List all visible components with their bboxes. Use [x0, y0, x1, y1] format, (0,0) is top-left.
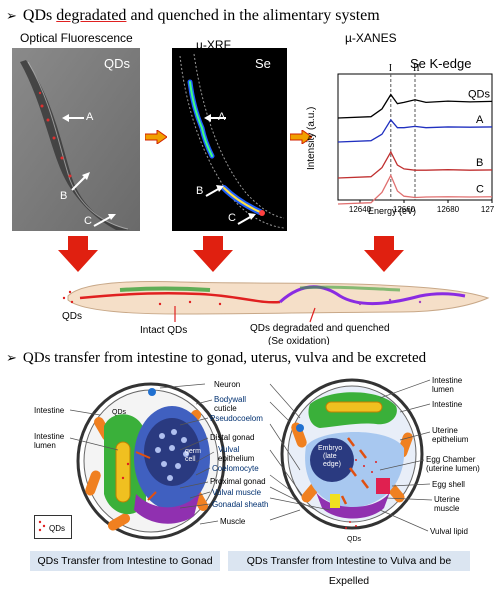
- xanes-xtick-label: 12700: [481, 205, 494, 214]
- xanes-series-line: [337, 150, 493, 179]
- xrf-map-image: [172, 48, 287, 231]
- xanes-xlabel: Energy (eV): [368, 206, 417, 216]
- label-uterine-muscle-2: muscle: [434, 504, 460, 513]
- optical-label-c: C: [84, 215, 92, 227]
- embryo-label-2: (late: [323, 453, 337, 460]
- label-vulval-muscle: Vulval muscle: [212, 488, 262, 497]
- label-neuron: Neuron: [214, 380, 241, 389]
- right-arrow-icon: [145, 130, 167, 144]
- legend-qds-label: QDs: [49, 524, 65, 533]
- optical-label-a: A: [86, 111, 94, 123]
- xrf-label-b: B: [196, 185, 204, 197]
- intestine-label: Intestine: [34, 406, 65, 415]
- label-pseudocoelom: Pseudocoelom: [210, 414, 263, 423]
- label-distal-gonad: Distal gonad: [210, 433, 255, 442]
- label-bodywall: Bodywall: [214, 395, 247, 404]
- label-uterine-lumen: (uterine lumen): [426, 464, 480, 473]
- label-gonadal-sheath: Gonadal sheath: [212, 500, 269, 509]
- xanes-series-label: B: [476, 157, 483, 169]
- embryo-label-3: edge): [323, 461, 341, 468]
- down-arrow-icon: [364, 236, 404, 272]
- label-proximal-gonad: Proximal gonad: [210, 477, 266, 486]
- label-uterine-epithelium: epithelium: [432, 435, 469, 444]
- xrf-label-c: C: [228, 212, 236, 224]
- bullet-arrow-icon: ➢: [6, 8, 17, 23]
- xrf-tag: Se: [255, 56, 271, 71]
- xanes-series-line: [337, 93, 493, 119]
- label-egg-shell: Egg shell: [432, 480, 465, 489]
- down-arrow-icon: [58, 236, 98, 272]
- xanes-edge-label: Se K-edge: [410, 56, 472, 71]
- worm-illustration: [62, 281, 490, 323]
- label-intestine-lumen-2: lumen: [432, 385, 454, 394]
- worm-qds-label: QDs: [62, 311, 82, 322]
- intact-qds-label: Intact QDs: [140, 325, 188, 336]
- degraded-qds-label: QDs degradated and quenched: [250, 323, 390, 334]
- xanes-peak-label: I: [389, 63, 392, 74]
- label-vulval: Vulval: [218, 445, 240, 454]
- label-coelomocyte: Coelomocyte: [212, 464, 259, 473]
- xanes-title: µ-XANES: [345, 31, 397, 45]
- xanes-series-line: [337, 173, 493, 205]
- germ-cell-label: germ cell: [185, 448, 201, 463]
- optical-title: Optical Fluorescence: [20, 31, 133, 45]
- down-arrow-icon: [193, 236, 233, 272]
- cross-section-vulva: [280, 378, 424, 530]
- label-vulval-lipid: Vulval lipid: [430, 527, 468, 536]
- caption-gonad: QDs Transfer from Intestine to Gonad: [30, 551, 220, 571]
- label-uterine-muscle-1: Uterine: [434, 495, 460, 504]
- leader-lines: [69, 379, 433, 532]
- section2-heading: ➢ QDs transfer from intestine to gonad, u…: [6, 350, 427, 366]
- section1-heading: ➢ QDs degradated and quenched in the alim…: [6, 7, 380, 24]
- xanes-series-label: A: [476, 114, 484, 126]
- label-intestine-right: Intestine: [432, 400, 463, 409]
- xanes-xtick-label: 12660: [393, 205, 416, 214]
- label-epithelium: epithelium: [218, 454, 255, 463]
- optical-fluorescence-image: [12, 48, 140, 231]
- label-egg-chamber: Egg Chamber: [426, 455, 476, 464]
- right-arrow-icon: [290, 130, 312, 144]
- xanes-xtick-label: 12680: [437, 205, 460, 214]
- bottom-qds-label: QDs: [347, 536, 361, 543]
- qds-legend-box: QDs: [34, 515, 72, 539]
- intestine-lumen-label-2: lumen: [34, 441, 56, 450]
- label-intestine-lumen-1: Intestine: [432, 376, 463, 385]
- label-muscle: Muscle: [220, 517, 246, 526]
- qds-small-label: QDs: [112, 409, 126, 416]
- xanes-xtick-label: 12640: [349, 205, 372, 214]
- optical-label-b: B: [60, 190, 68, 202]
- xanes-peak-label: II: [413, 63, 420, 74]
- caption-vulva: QDs Transfer from Intestine to Vulva and…: [228, 551, 470, 587]
- xanes-series-label: C: [476, 184, 484, 196]
- bullet-arrow-icon: ➢: [6, 350, 17, 365]
- embryo-label-1: Embryo: [318, 445, 343, 452]
- intestine-lumen-label-1: Intestine: [34, 432, 65, 441]
- se-oxidation-label: (Se oxidation): [268, 336, 330, 345]
- xrf-label-a: A: [218, 111, 226, 123]
- xanes-series-label: QDs: [468, 88, 491, 100]
- xanes-ylabel: Intensity (a.u.): [306, 106, 317, 170]
- optical-tag: QDs: [104, 56, 130, 71]
- qds-dots-icon: [38, 520, 46, 532]
- xanes-chart: III12640126601268012700QDsABC: [337, 63, 494, 214]
- label-uterine: Uterine: [432, 426, 458, 435]
- label-cuticle: cuticle: [214, 404, 237, 413]
- cross-section-gonad: [76, 382, 226, 540]
- xanes-series-line: [337, 118, 493, 143]
